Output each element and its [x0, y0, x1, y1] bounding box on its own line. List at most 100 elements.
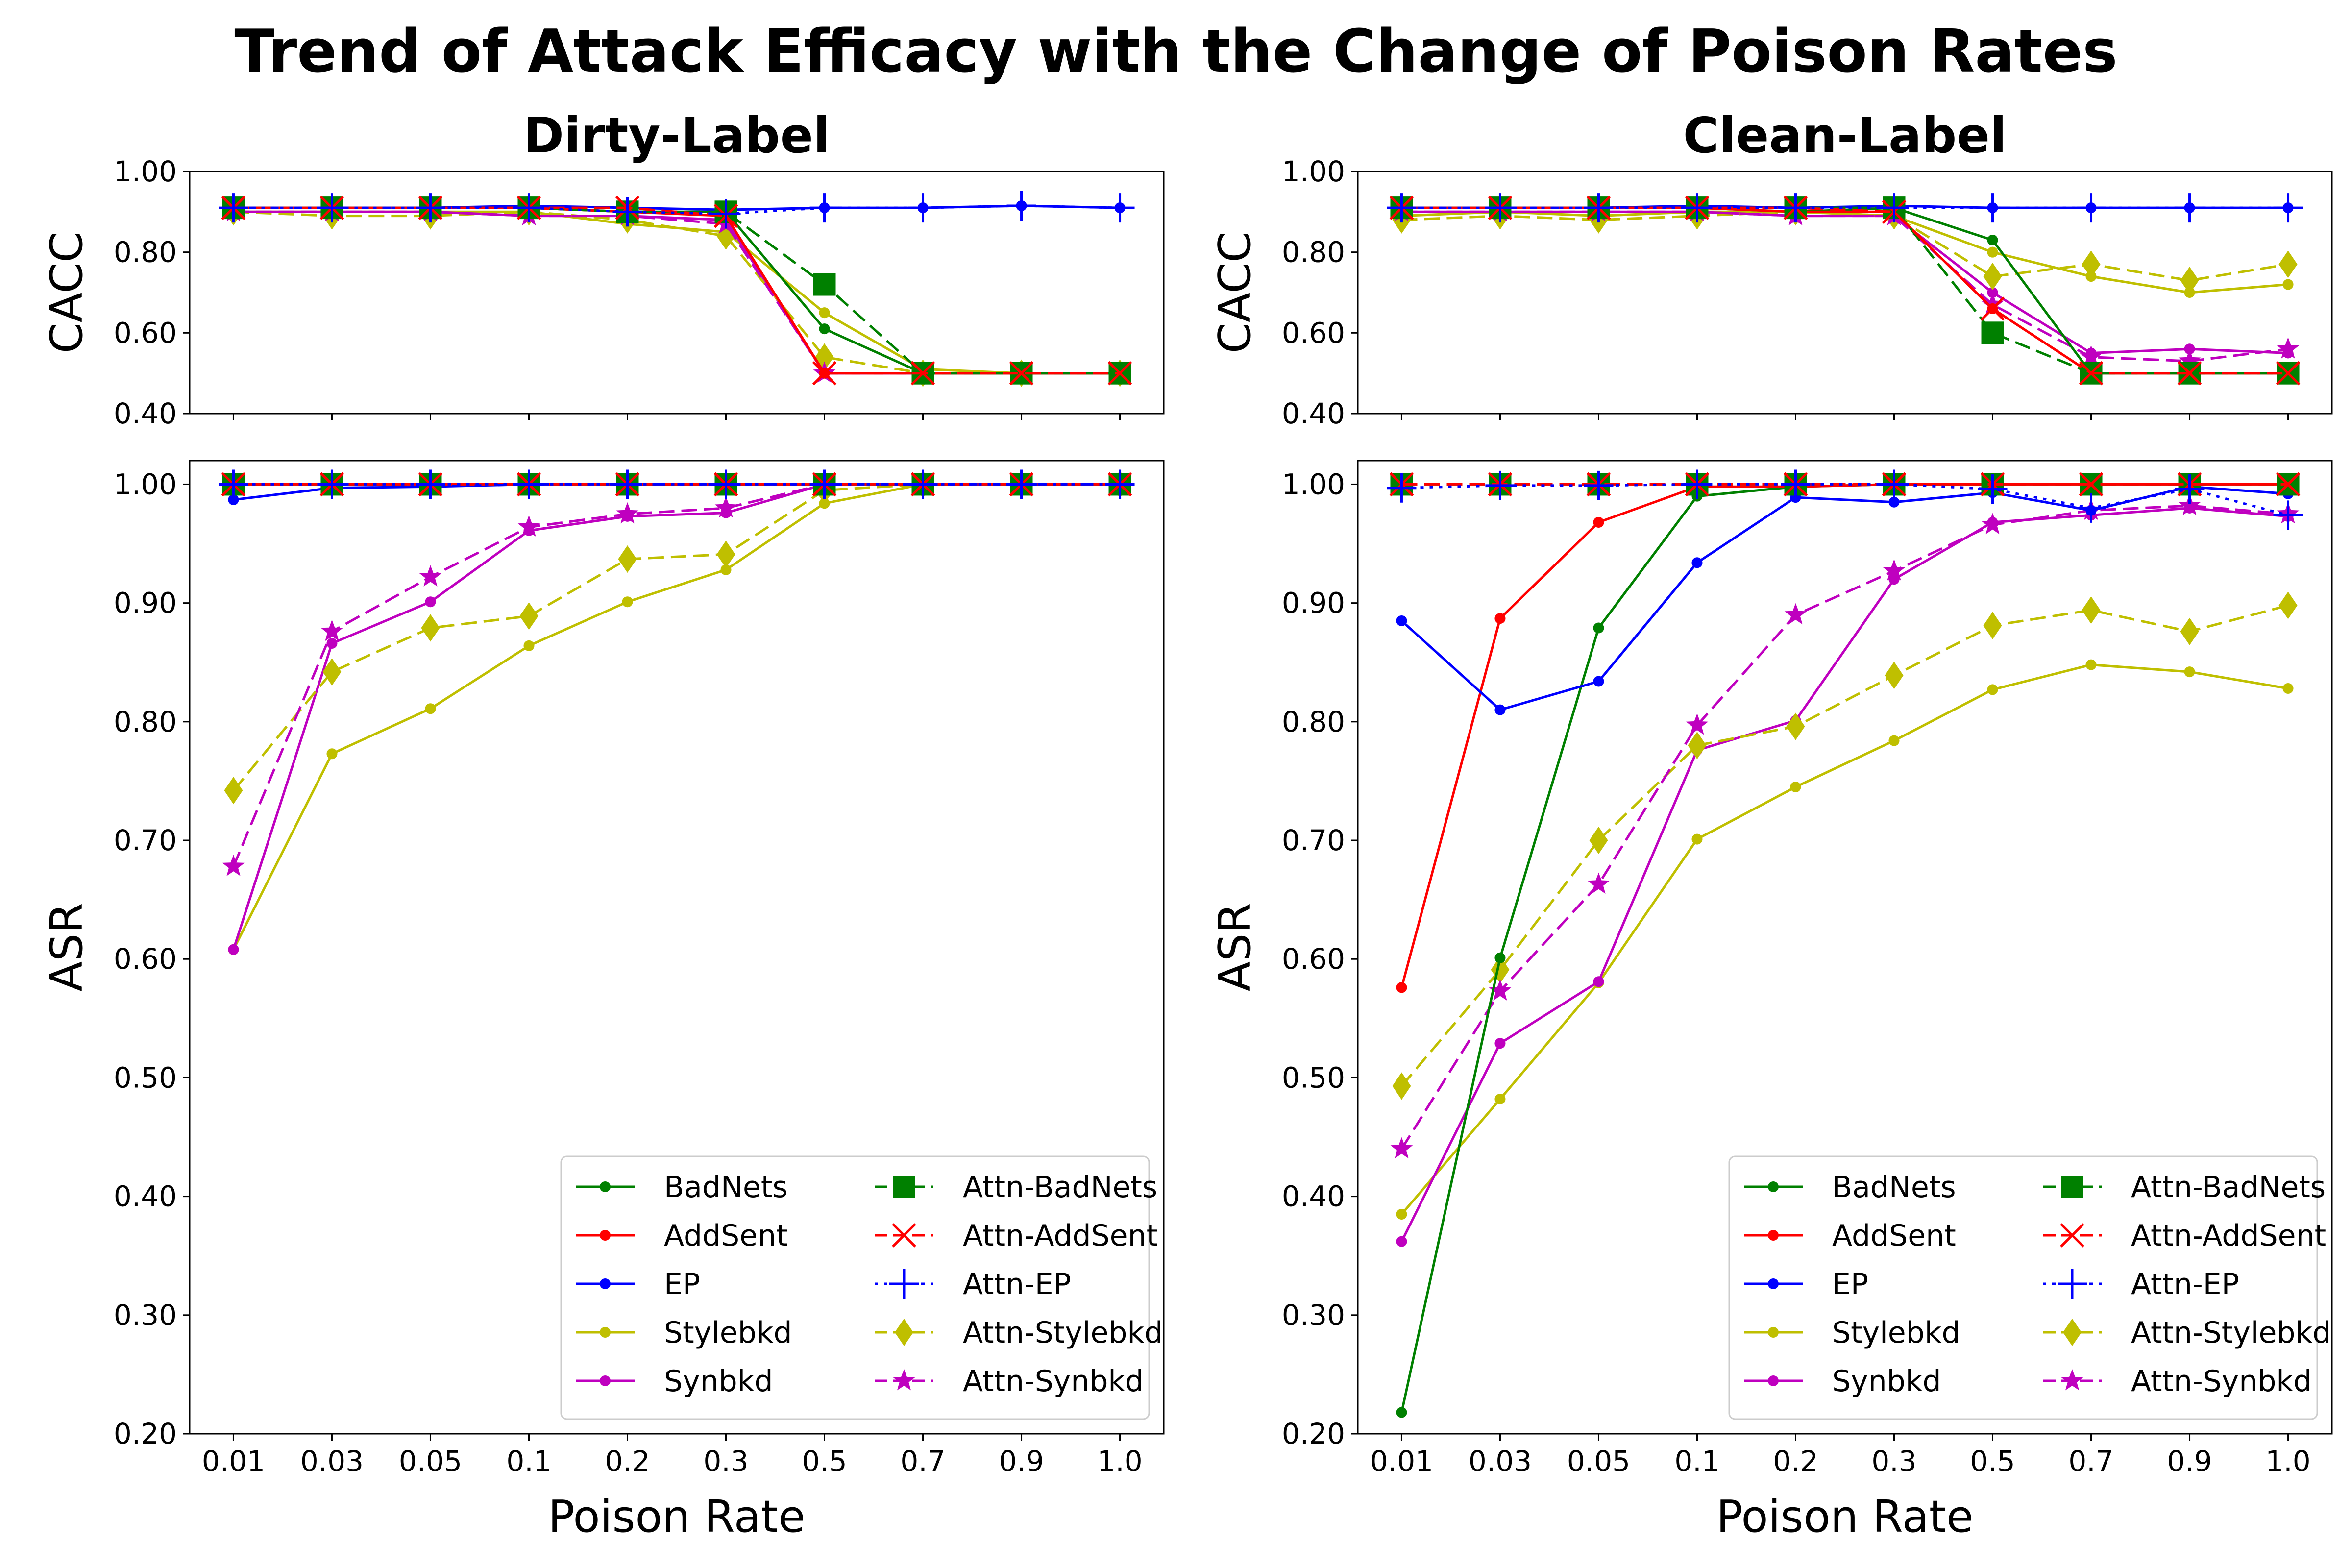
marker-stylebkd — [1768, 1327, 1779, 1338]
marker-attn-synbkd — [2061, 1369, 2083, 1391]
marker-attn-ep — [1485, 193, 1515, 223]
marker-attn-addsent — [2079, 472, 2104, 497]
y-tick-label: 1.00 — [1282, 155, 1345, 188]
series-group — [1387, 469, 2303, 1418]
marker-attn-ep — [711, 199, 741, 229]
marker-stylebkd — [1790, 782, 1801, 793]
marker-attn-ep — [1879, 469, 1909, 499]
series-group — [219, 469, 1135, 955]
legend-label: EP — [1832, 1267, 1868, 1301]
marker-stylebkd — [326, 748, 338, 760]
marker-attn-synbkd — [2178, 494, 2201, 515]
dirty-label-title: Dirty-Label — [523, 107, 830, 164]
marker-attn-synbkd — [2277, 337, 2300, 359]
marker-ep — [600, 1278, 611, 1289]
legend-label: Attn-EP — [2131, 1267, 2239, 1301]
axes-frame — [189, 460, 1165, 1435]
marker-attn-addsent — [1107, 361, 1132, 386]
marker-attn-ep — [1006, 469, 1036, 499]
legend-entry-attn-synbkd: Attn-Synbkd — [2043, 1364, 2312, 1398]
marker-attn-stylebkd — [1589, 827, 1608, 855]
x-axis-label: Poison Rate — [548, 1491, 805, 1543]
x-tick-label: 1.0 — [2265, 1445, 2310, 1478]
marker-attn-ep — [1105, 193, 1135, 223]
legend-entry-stylebkd: Stylebkd — [1744, 1316, 1960, 1350]
marker-attn-ep — [809, 193, 839, 223]
marker-attn-addsent — [812, 361, 837, 386]
marker-attn-stylebkd — [1885, 662, 1904, 689]
y-axis-label: CACC — [41, 232, 93, 354]
marker-attn-ep — [416, 193, 445, 223]
series-attn-ep — [219, 469, 1135, 499]
marker-attn-ep — [514, 193, 544, 223]
marker-stylebkd — [1396, 1208, 1407, 1220]
marker-addsent — [1593, 516, 1604, 528]
marker-synbkd — [1593, 976, 1604, 987]
axes-frame — [1357, 171, 2333, 415]
x-tick-label: 0.3 — [703, 1445, 748, 1478]
marker-attn-ep — [317, 193, 347, 223]
marker-ep — [1396, 615, 1407, 626]
marker-attn-ep — [1978, 474, 2008, 504]
x-tick-label: 0.7 — [900, 1445, 945, 1478]
legend-label: Attn-BadNets — [2131, 1170, 2326, 1204]
marker-attn-synbkd — [1784, 603, 1807, 625]
marker-attn-ep — [219, 469, 248, 499]
marker-attn-synbkd — [2080, 345, 2103, 367]
series-stylebkd — [1396, 659, 2294, 1220]
marker-attn-synbkd — [1883, 559, 1906, 581]
x-tick-label: 0.1 — [1674, 1445, 1719, 1478]
y-axis-label: ASR — [41, 903, 93, 991]
y-tick-label: 0.30 — [114, 1298, 177, 1332]
marker-attn-badnets — [2061, 1176, 2083, 1198]
marker-attn-stylebkd — [716, 540, 735, 568]
legend-label: Attn-EP — [963, 1267, 1071, 1301]
line-ep — [1400, 485, 2288, 711]
marker-attn-ep — [1387, 473, 1417, 503]
marker-ep — [228, 494, 239, 505]
line-attn-synbkd — [1401, 210, 2288, 363]
marker-attn-synbkd — [1587, 872, 1610, 894]
legend-entry-ep: EP — [1744, 1267, 1868, 1301]
marker-synbkd — [326, 637, 338, 649]
legend-label: Attn-Synbkd — [2131, 1364, 2312, 1398]
y-tick-label: 1.00 — [114, 467, 177, 501]
legend-entry-badnets: BadNets — [576, 1170, 788, 1204]
marker-attn-ep — [908, 193, 938, 223]
axes-clean-asr: 0.20 0.30 0.40 0.50 0.60 0.70 0.80 0.90 1.00 0.01… — [1209, 460, 2333, 1543]
y-axis-label: ASR — [1209, 903, 1261, 991]
y-tick-label: 0.50 — [114, 1061, 177, 1094]
marker-badnets — [1494, 952, 1506, 963]
marker-attn-badnets — [1981, 321, 2004, 344]
legend-box — [1728, 1155, 2318, 1420]
marker-attn-stylebkd — [322, 658, 342, 686]
marker-synbkd — [600, 1375, 611, 1386]
x-tick-label: 0.1 — [506, 1445, 551, 1478]
y-tick-label: 0.70 — [1282, 824, 1345, 857]
marker-ep — [1768, 1278, 1779, 1289]
x-tick-label: 0.05 — [399, 1445, 462, 1478]
x-axis-label: Poison Rate — [1716, 1491, 1973, 1543]
marker-attn-badnets — [893, 1176, 915, 1198]
legend-entry-synbkd: Synbkd — [1744, 1364, 1941, 1398]
marker-stylebkd — [1691, 833, 1703, 845]
axes-dirty-cacc: 0.40 0.60 0.80 1.00 CACC — [41, 155, 1165, 430]
marker-attn-synbkd — [419, 565, 442, 587]
marker-attn-synbkd — [2178, 349, 2201, 371]
x-tick-label: 0.3 — [1871, 1445, 1916, 1478]
marker-attn-ep — [2058, 1269, 2087, 1298]
legend-entry-attn-badnets: Attn-BadNets — [875, 1170, 1157, 1204]
marker-stylebkd — [2282, 279, 2294, 290]
legend-entry-attn-stylebkd: Attn-Stylebkd — [2043, 1316, 2331, 1350]
y-tick-label: 0.80 — [114, 236, 177, 269]
line-stylebkd — [1400, 663, 2288, 1215]
marker-stylebkd — [1494, 1094, 1506, 1105]
x-tick-label: 0.05 — [1567, 1445, 1630, 1478]
marker-attn-ep — [1485, 470, 1515, 500]
y-tick-label: 0.70 — [114, 824, 177, 857]
y-tick-label: 0.60 — [1282, 942, 1345, 976]
marker-badnets — [1768, 1181, 1779, 1192]
legend-entry-attn-stylebkd: Attn-Stylebkd — [875, 1316, 1163, 1350]
y-tick-label: 0.40 — [114, 397, 177, 430]
